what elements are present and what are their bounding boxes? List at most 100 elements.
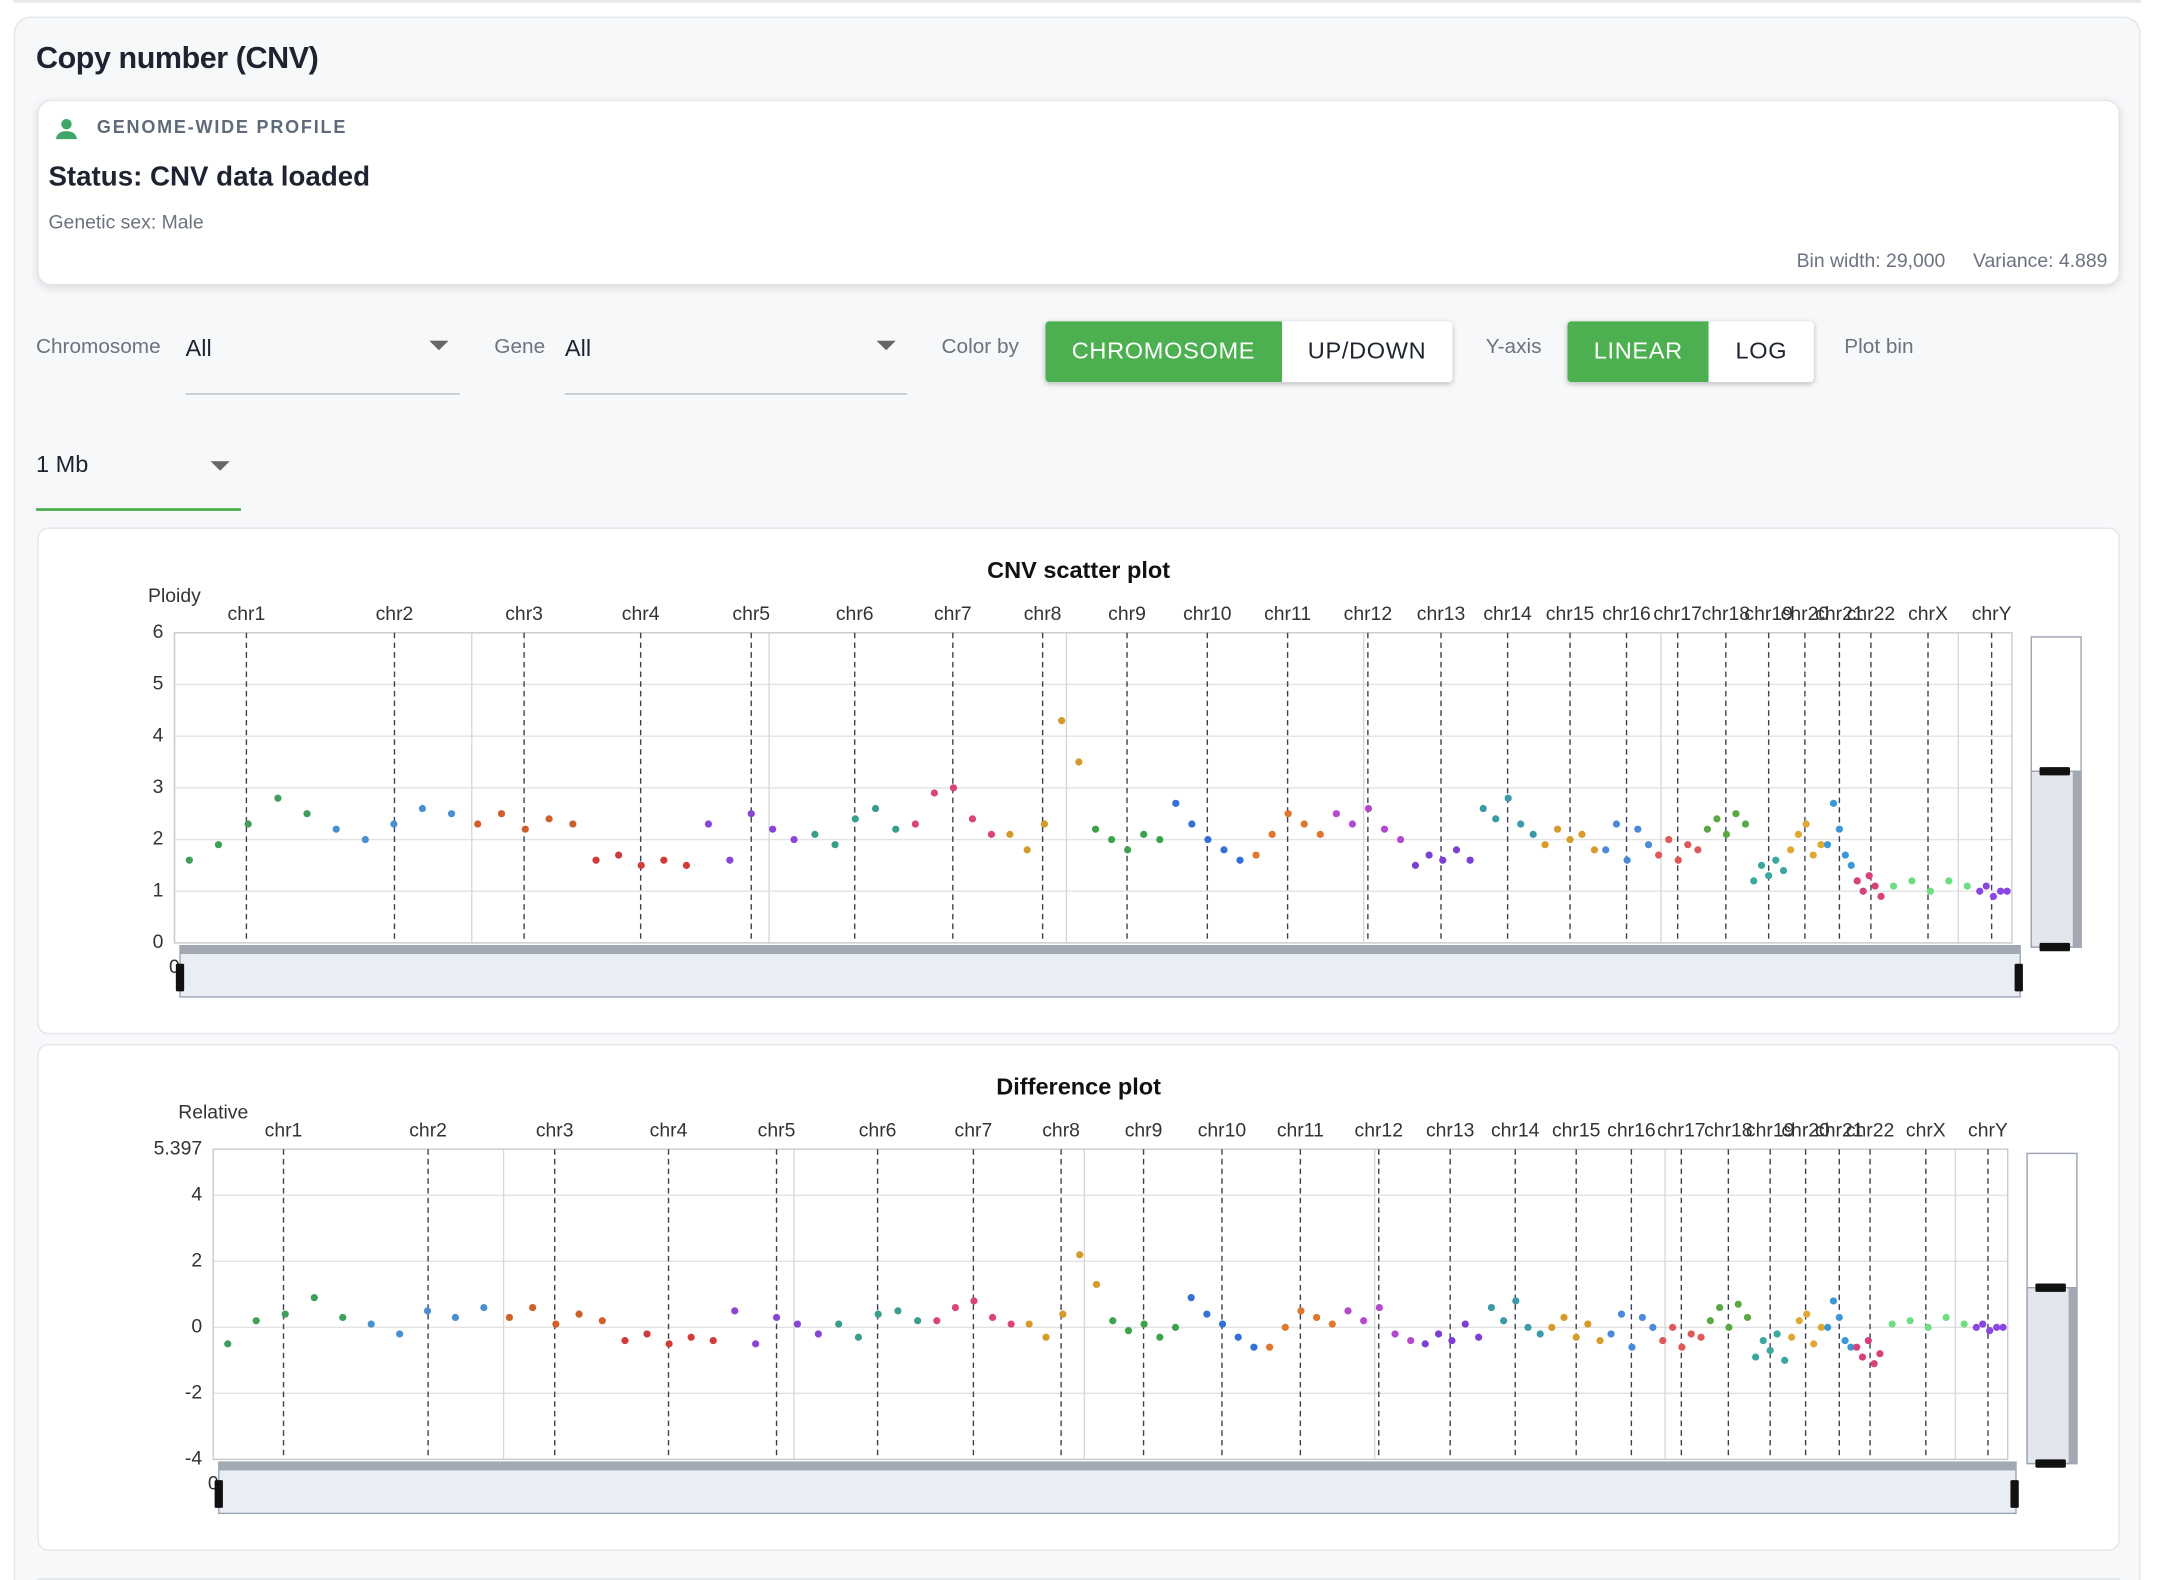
genetic-sex: Genetic sex: Male — [48, 210, 203, 232]
y-handle[interactable] — [2035, 1459, 2065, 1467]
point — [506, 1314, 513, 1321]
point — [1876, 1350, 1883, 1357]
point — [1990, 893, 1997, 900]
toggle-button[interactable]: LOG — [1709, 321, 1813, 382]
point — [303, 810, 310, 817]
point — [186, 857, 193, 864]
y-handle[interactable] — [2040, 943, 2070, 951]
point — [1765, 872, 1772, 879]
point — [2003, 888, 2010, 895]
status: Status: CNV data loaded — [48, 162, 370, 194]
point — [1830, 800, 1837, 807]
point — [1678, 1344, 1685, 1351]
y-handle[interactable] — [2040, 767, 2070, 775]
divider — [14, 0, 2141, 3]
chart: Difference plotRelative-4-20245.3970500,… — [37, 1044, 2119, 1551]
point — [1999, 1324, 2006, 1331]
point — [1591, 846, 1598, 853]
point — [1945, 877, 1952, 884]
point — [424, 1307, 431, 1314]
range-handle[interactable] — [2010, 1480, 2018, 1508]
point — [1439, 857, 1446, 864]
point — [569, 820, 576, 827]
point — [1412, 862, 1419, 869]
point — [1297, 1307, 1304, 1314]
plot-bin-label: Plot bin — [1844, 335, 1913, 359]
point — [1407, 1337, 1414, 1344]
y-axis-toggle: LINEARLOG — [1567, 321, 1813, 382]
y-tick-label: 0 — [153, 931, 164, 953]
point — [282, 1311, 289, 1318]
point — [274, 795, 281, 802]
point — [1435, 1330, 1442, 1337]
point — [575, 1311, 582, 1318]
plot-bin-select[interactable]: 1 Mb — [36, 422, 241, 511]
point — [245, 820, 252, 827]
point — [1810, 851, 1817, 858]
point — [970, 1297, 977, 1304]
point — [1824, 1324, 1831, 1331]
chromosome-label: chr16 — [1607, 1119, 1655, 1141]
chromosome-label: chr16 — [1602, 603, 1650, 625]
point — [914, 1317, 921, 1324]
chromosome-label: chr6 — [836, 603, 874, 625]
chromosome-label: chrY — [1968, 1119, 2008, 1141]
point — [950, 784, 957, 791]
dropdown-arrow — [429, 341, 448, 352]
point — [666, 1340, 673, 1347]
gene-select[interactable]: All — [565, 302, 907, 395]
toggle-button[interactable]: LINEAR — [1567, 321, 1709, 382]
range-slider-bar — [180, 946, 2020, 954]
chromosome-label: chr4 — [650, 1119, 688, 1141]
y-tick-label: 2 — [153, 828, 164, 850]
chromosome-label: chr22 — [1846, 1119, 1894, 1141]
point — [1774, 1330, 1781, 1337]
point — [1645, 841, 1652, 848]
point — [1360, 1317, 1367, 1324]
y-tick-label: -2 — [185, 1381, 202, 1403]
y-axis-label: Y-axis — [1486, 335, 1542, 359]
point — [1842, 851, 1849, 858]
gene-label: Gene — [494, 335, 545, 359]
point — [615, 851, 622, 858]
point — [1781, 1357, 1788, 1364]
range-handle[interactable] — [176, 964, 184, 992]
point — [1500, 1317, 1507, 1324]
point — [1772, 857, 1779, 864]
chromosome-label: chr17 — [1657, 1119, 1705, 1141]
point — [1026, 1320, 1033, 1327]
range-handle[interactable] — [2015, 964, 2023, 992]
point — [1889, 1320, 1896, 1327]
chromosome-select[interactable]: All — [186, 302, 460, 395]
range-handle[interactable] — [215, 1480, 223, 1508]
point — [1836, 1314, 1843, 1321]
point — [1865, 1337, 1872, 1344]
point — [1204, 836, 1211, 843]
point — [933, 1317, 940, 1324]
dropdown-arrow — [210, 461, 229, 472]
point — [835, 1320, 842, 1327]
y-tick-label: 0 — [191, 1315, 202, 1337]
y-tick-label: 5.397 — [154, 1137, 203, 1159]
point — [362, 836, 369, 843]
point — [1566, 836, 1573, 843]
y-tick-label: -4 — [185, 1448, 202, 1470]
point — [1505, 795, 1512, 802]
point — [748, 810, 755, 817]
chromosome-label: chr22 — [1847, 603, 1895, 625]
point — [1925, 1324, 1932, 1331]
chromosome-label: chr5 — [732, 603, 770, 625]
point — [1871, 882, 1878, 889]
point — [1537, 1330, 1544, 1337]
point — [1742, 820, 1749, 827]
y-handle[interactable] — [2035, 1284, 2065, 1292]
point — [1927, 888, 1934, 895]
toggle-button[interactable]: UP/DOWN — [1281, 321, 1452, 382]
point — [1697, 1334, 1704, 1341]
point — [894, 1307, 901, 1314]
toggle-button[interactable]: CHROMOSOME — [1045, 321, 1281, 382]
point — [1818, 1324, 1825, 1331]
point — [592, 857, 599, 864]
point — [1713, 815, 1720, 822]
y-tick-label: 4 — [191, 1183, 202, 1205]
